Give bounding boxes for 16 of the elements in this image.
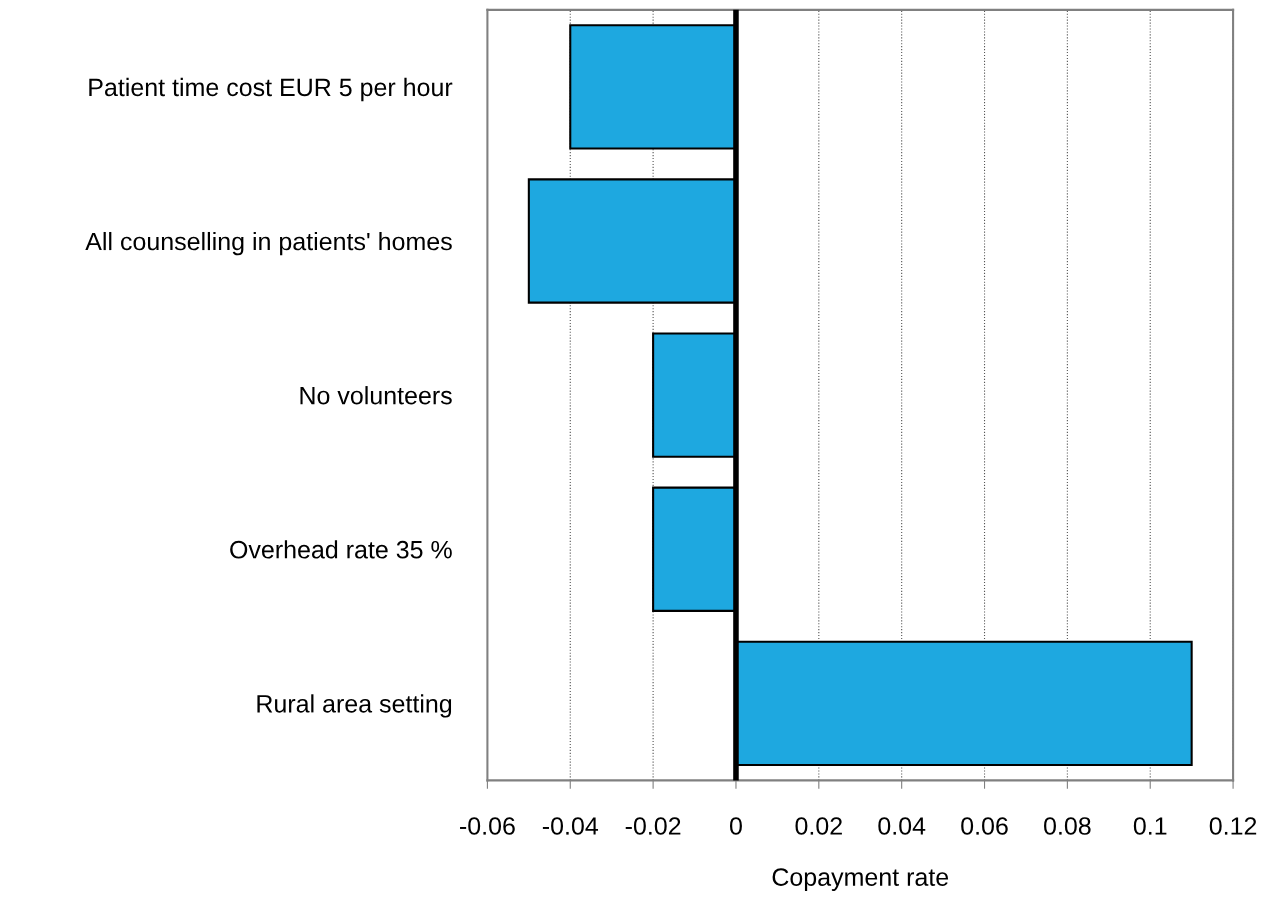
x-tick-label: 0.12 xyxy=(1209,817,1257,835)
y-tick-label: Rural area setting xyxy=(257,694,452,718)
y-tick-label: Overhead rate 35 % xyxy=(230,540,452,559)
x-tick-label: 0 xyxy=(729,817,742,835)
x-tick-label: 0.04 xyxy=(878,817,926,835)
y-tick-label: Patient time cost EUR 5 per hour xyxy=(89,77,453,102)
x-tick-label: 0.06 xyxy=(961,817,1008,835)
x-tick-label: -0.06 xyxy=(460,817,515,835)
x-tick-label: 0.1 xyxy=(1133,817,1167,835)
x-tick-label: 0.02 xyxy=(795,817,842,835)
y-tick-label: All counselling in patients' homes xyxy=(85,231,452,256)
x-axis-title: Copayment rate xyxy=(772,868,949,891)
x-tick-label: -0.04 xyxy=(542,817,599,835)
y-tick-label: No volunteers xyxy=(300,386,452,405)
x-tick-label: -0.02 xyxy=(625,817,681,835)
x-tick-label: 0.08 xyxy=(1044,817,1091,835)
